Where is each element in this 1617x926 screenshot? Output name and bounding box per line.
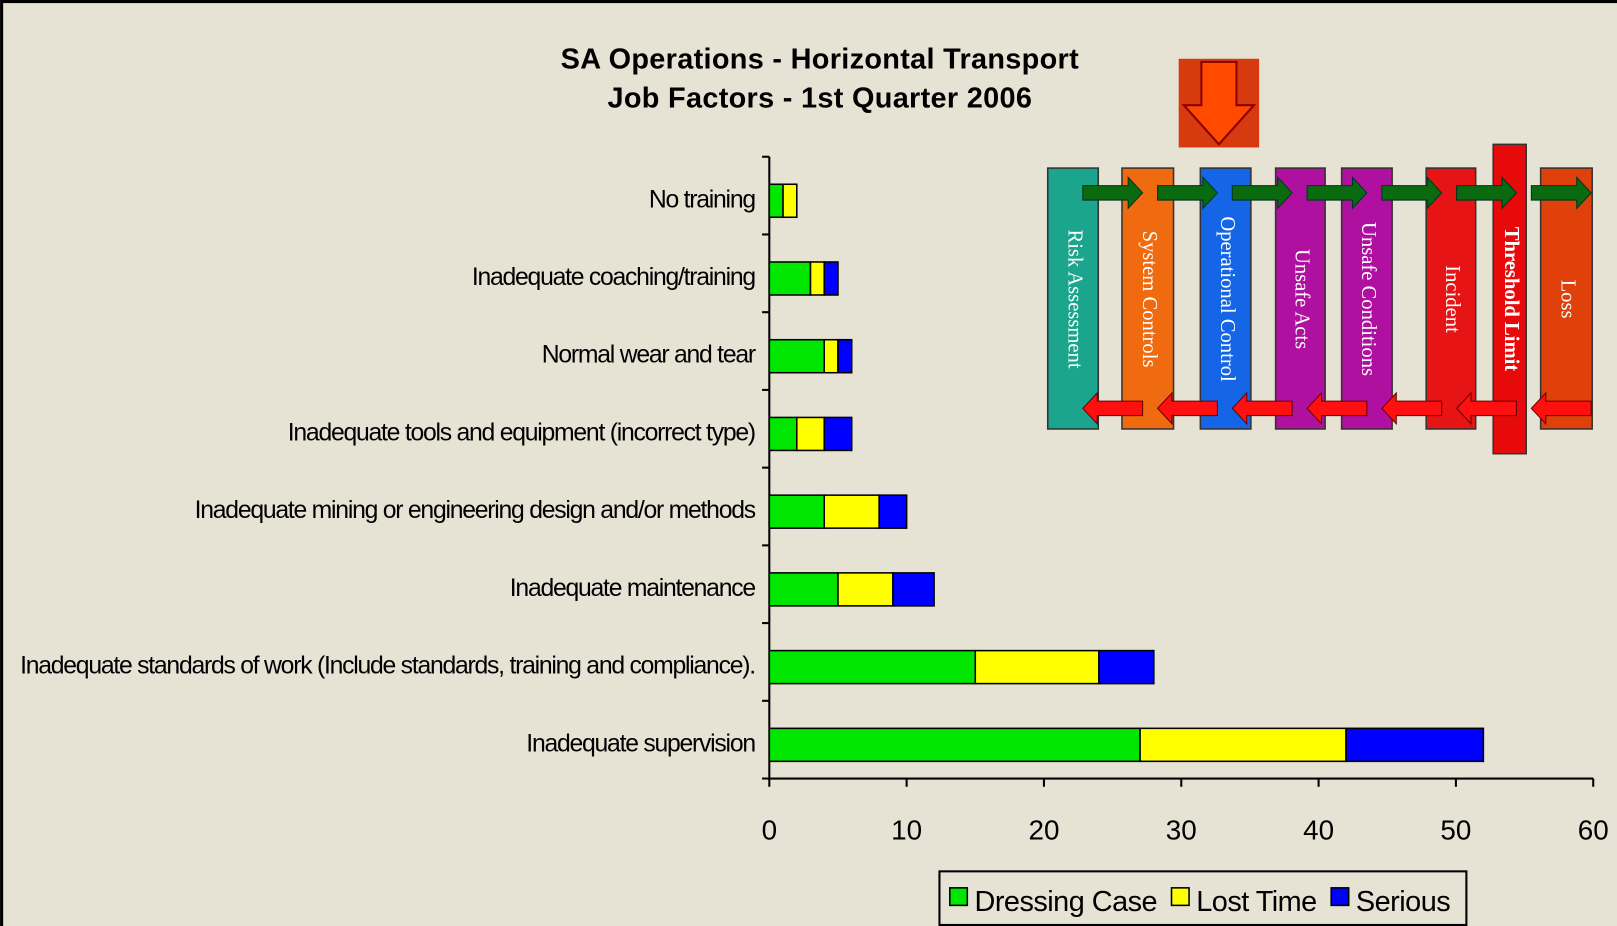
x-tick-label: 20 (1028, 815, 1059, 846)
bar-segment (783, 184, 797, 217)
y-tick-label: Inadequate standards of work (Include st… (20, 653, 755, 680)
legend-swatch (950, 888, 968, 906)
chart: SA Operations - Horizontal Transport Job… (0, 0, 1617, 926)
x-tick-label: 30 (1166, 815, 1197, 846)
diagram-label: Operational Control (1216, 216, 1238, 382)
bar-segment (975, 651, 1099, 684)
bar-segment (824, 340, 838, 373)
diagram-label: Incident (1441, 265, 1463, 333)
chart-subtitle: Job Factors - 1st Quarter 2006 (607, 83, 1032, 115)
bar-segment (811, 262, 825, 295)
legend-label: Dressing Case (975, 886, 1158, 918)
diagram-label: Unsafe Conditions (1357, 222, 1379, 376)
bar-segment (879, 495, 906, 528)
y-tick-label: Inadequate supervision (526, 730, 755, 757)
y-tick-label: Inadequate maintenance (510, 575, 756, 602)
bar-segment (769, 495, 824, 528)
x-tick-label: 10 (891, 815, 922, 846)
diagram-label: Unsafe Acts (1291, 249, 1313, 349)
bar-segment (769, 651, 975, 684)
frame (2, 2, 1617, 926)
chart-title: SA Operations - Horizontal Transport (561, 43, 1079, 75)
y-tick-label: Inadequate mining or engineering design … (195, 497, 756, 524)
x-tick-label: 0 (762, 815, 777, 846)
y-tick-label: Inadequate tools and equipment (incorrec… (288, 419, 755, 446)
diagram-label: Threshold Limit (1500, 227, 1522, 372)
y-tick-label: Inadequate coaching/training (472, 264, 756, 291)
bar-segment (797, 417, 824, 450)
bar-segment (769, 340, 824, 373)
bar-segment (1346, 728, 1483, 761)
legend-label: Lost Time (1196, 886, 1316, 918)
bar-segment (824, 495, 879, 528)
bar-segment (893, 573, 934, 606)
bar-segment (769, 184, 783, 217)
bar-segment (824, 417, 851, 450)
y-tick-label: Normal wear and tear (542, 342, 756, 369)
x-tick-label: 60 (1578, 815, 1609, 846)
bar-segment (769, 417, 796, 450)
bar-segment (769, 262, 810, 295)
legend-swatch (1331, 888, 1349, 906)
diagram-label: Loss (1557, 280, 1579, 319)
y-tick-label: No training (649, 186, 755, 213)
bar-segment (824, 262, 838, 295)
legend-swatch (1172, 888, 1190, 906)
bar-segment (1140, 728, 1346, 761)
diagram-label: System Controls (1138, 231, 1160, 368)
x-tick-label: 50 (1440, 815, 1471, 846)
diagram-label: Risk Assessment (1063, 229, 1085, 368)
bar-segment (838, 573, 893, 606)
bar-segment (1099, 651, 1154, 684)
bar-segment (769, 573, 838, 606)
legend-label: Serious (1356, 886, 1450, 918)
bar-segment (769, 728, 1140, 761)
x-tick-label: 40 (1303, 815, 1334, 846)
bar-segment (838, 340, 852, 373)
